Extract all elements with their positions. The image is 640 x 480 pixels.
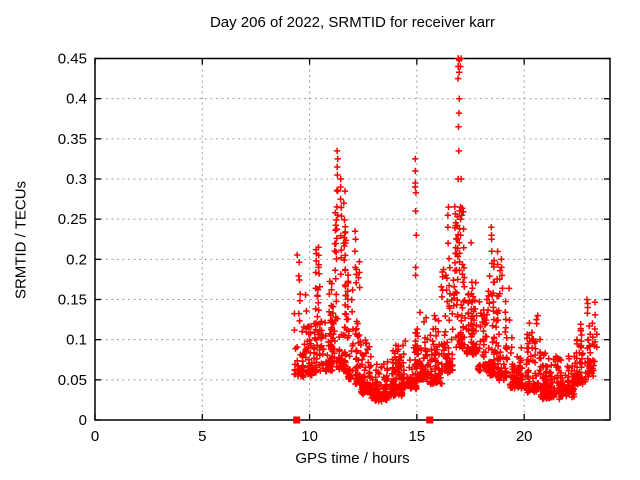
- x-tick-label: 10: [301, 428, 318, 445]
- y-tick-label: 0.05: [58, 372, 87, 389]
- x-tick-label: 20: [516, 428, 533, 445]
- y-tick-label: 0: [79, 412, 87, 429]
- chart-title: Day 206 of 2022, SRMTID for receiver kar…: [209, 14, 496, 31]
- x-tick-label: 0: [91, 428, 99, 445]
- scatter-points: [291, 55, 600, 405]
- y-tick-label: 0.1: [66, 332, 87, 349]
- x-axis-label: GPS time / hours: [295, 450, 410, 467]
- x-tick-label: 15: [409, 428, 426, 445]
- axis-marker-square: [426, 416, 434, 424]
- y-tick-label: 0.3: [66, 171, 87, 188]
- y-tick-label: 0.25: [58, 211, 87, 228]
- y-tick-label: 0.35: [58, 131, 87, 148]
- x-tick-label: 5: [198, 428, 206, 445]
- y-tick-label: 0.45: [58, 51, 87, 68]
- y-tick-label: 0.4: [66, 91, 87, 108]
- y-tick-label: 0.15: [58, 292, 87, 309]
- plot-border: [94, 57, 611, 421]
- y-tick-label: 0.2: [66, 251, 87, 268]
- axis-marker-square: [293, 416, 301, 424]
